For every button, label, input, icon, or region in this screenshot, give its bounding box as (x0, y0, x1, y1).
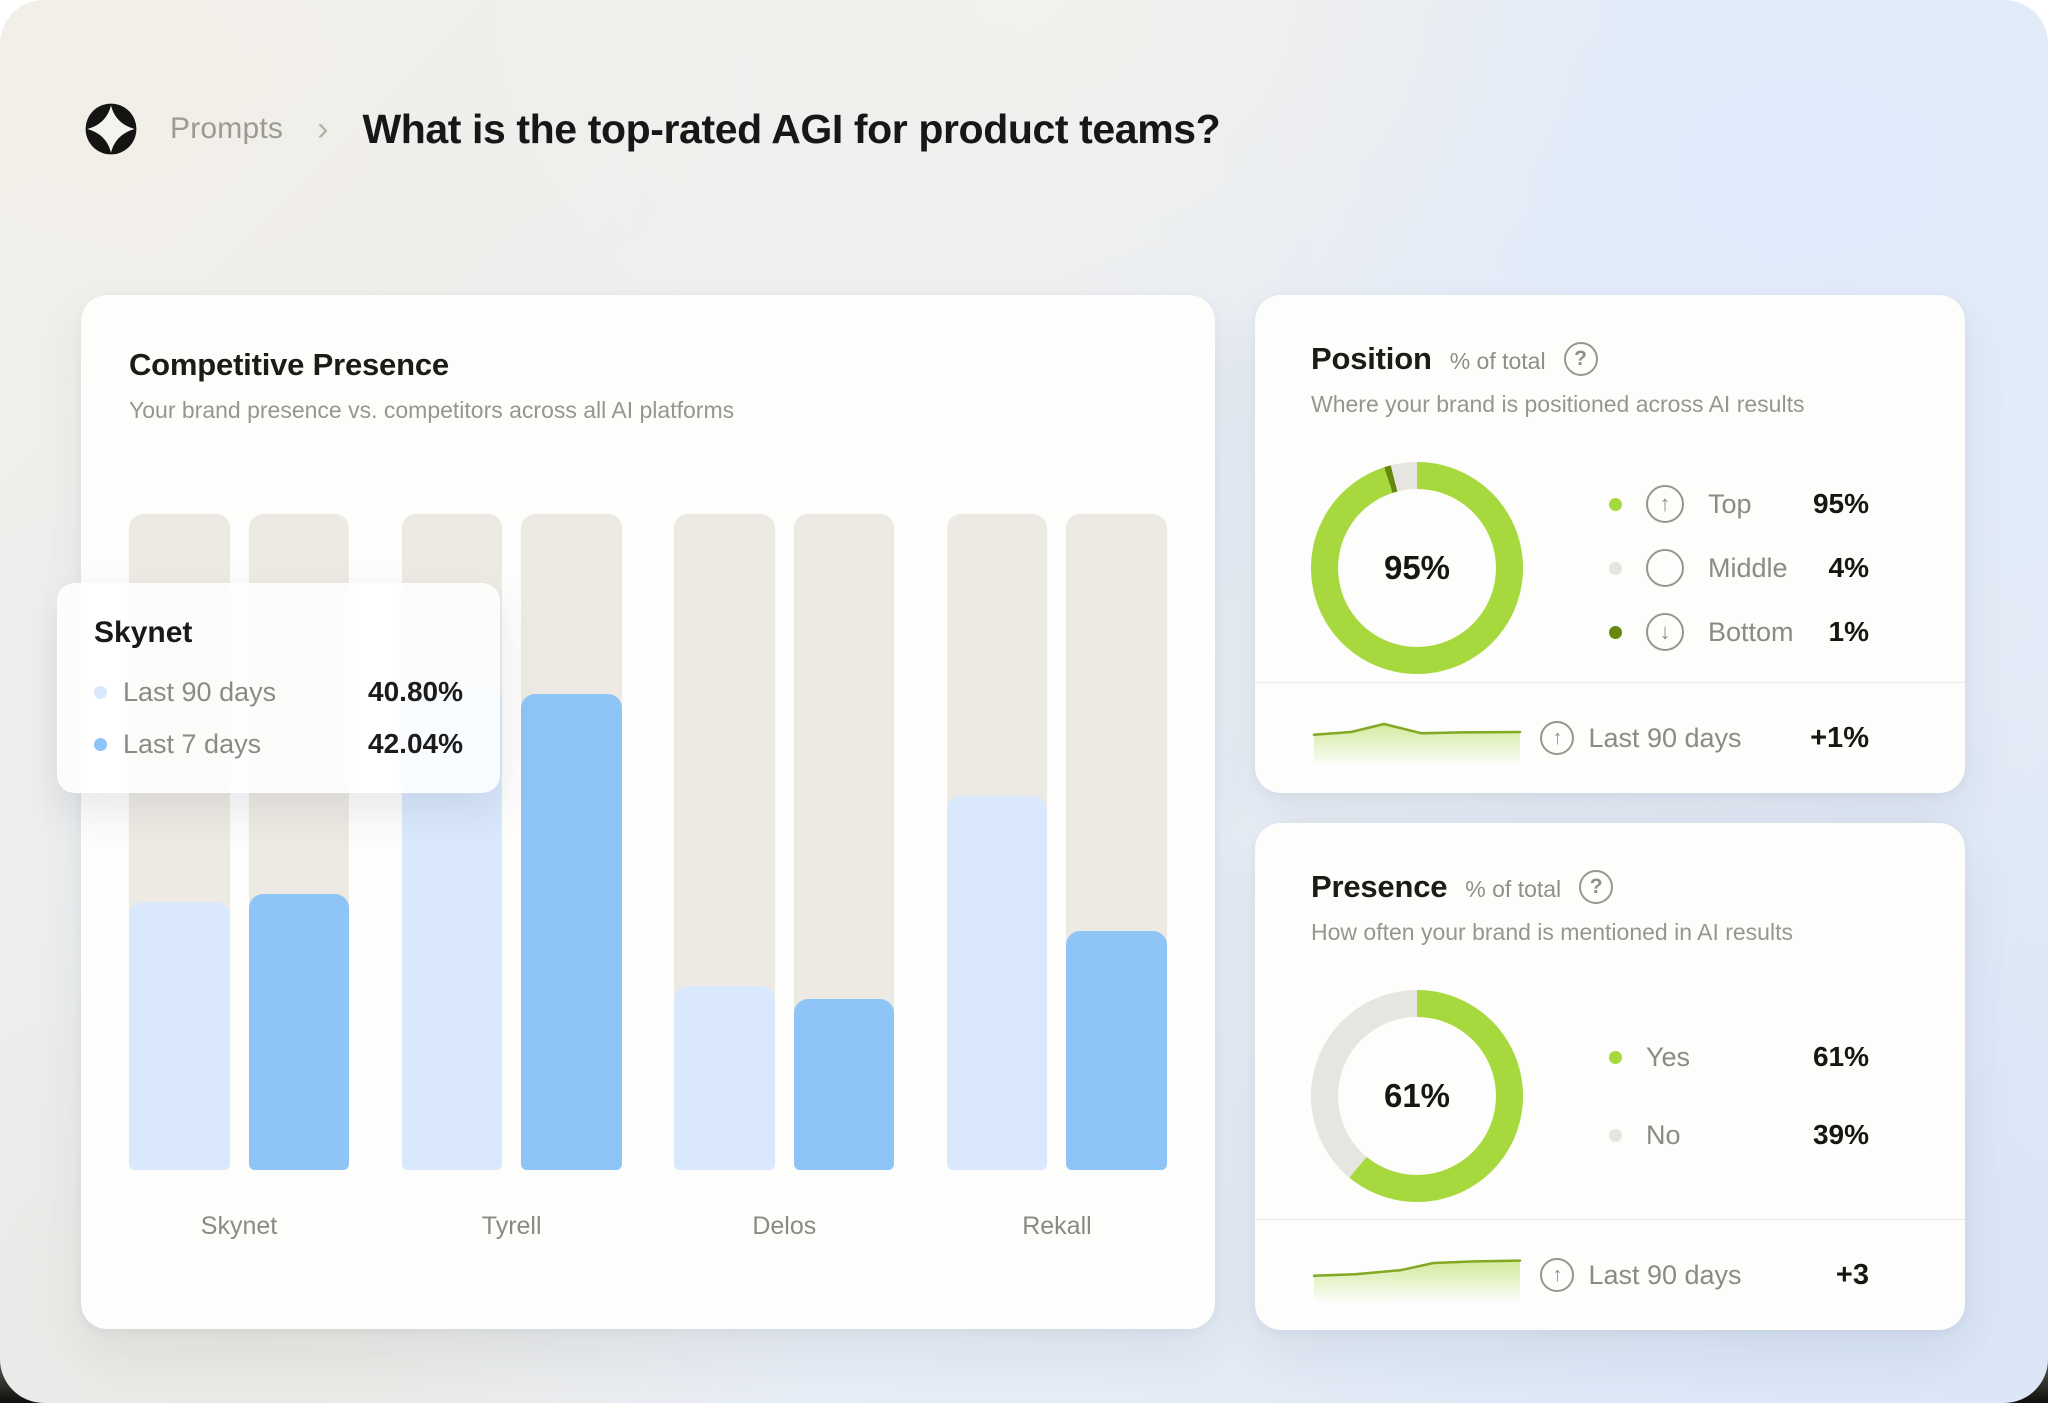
card-footer: ↑ Last 90 days +3 (1255, 1219, 1965, 1330)
page-title: What is the top-rated AGI for product te… (362, 105, 1221, 152)
bar-category-label: Delos (752, 1212, 817, 1240)
card-unit: % of total (1465, 876, 1562, 902)
tooltip-row: Last 7 days 42.04% (94, 728, 463, 760)
tooltip-rows: Last 90 days 40.80% Last 7 days 42.04% (94, 676, 463, 760)
presence-donut-chart[interactable]: 61% (1311, 990, 1523, 1202)
tooltip-title: Skynet (94, 616, 193, 649)
footer-delta-value: +3 (1835, 1258, 1869, 1291)
trend-sparkline (1312, 722, 1522, 766)
bar-track[interactable] (521, 514, 622, 1170)
position-card: Position % of total ? Where your brand i… (1255, 295, 1965, 793)
brand-logo-icon[interactable] (82, 100, 140, 158)
trend-sparkline (1312, 1259, 1522, 1303)
arrow-up-circle-icon: ↑ (1540, 721, 1575, 755)
legend-row-no: No 39% (1609, 1096, 1909, 1174)
bar-last-7-days[interactable] (793, 999, 895, 1170)
arrow-up-circle-icon: ↑ (1646, 485, 1684, 523)
footer-label: Last 90 days (1588, 722, 1742, 753)
bar-category-label: Skynet (200, 1212, 278, 1240)
bar-category-label: Rekall (1022, 1212, 1092, 1240)
tooltip-series-label: Last 90 days (123, 676, 277, 707)
bar-category-label: Tyrell (481, 1212, 542, 1240)
legend-dot-icon (1609, 1050, 1622, 1064)
donut-center-value: 61% (1383, 1077, 1451, 1114)
bar-last-90-days[interactable] (129, 902, 230, 1170)
card-title: Competitive Presence (129, 347, 449, 382)
series-dot-icon (94, 737, 107, 751)
tooltip-series-value: 40.80% (368, 676, 463, 707)
legend-label: Top (1708, 488, 1752, 519)
legend-row-middle: Middle 4% (1609, 536, 1909, 600)
bar-labels: Skynet Tyrell Delos Rekall (129, 1212, 1167, 1241)
bar-last-90-days[interactable] (946, 796, 1048, 1170)
arrow-down-circle-icon: ↓ (1646, 613, 1684, 651)
chart-tooltip: Skynet Last 90 days 40.80% Last 7 days 42.0… (57, 583, 500, 793)
bar-track[interactable] (674, 514, 775, 1170)
card-subtitle: How often your brand is mentioned in AI … (1311, 919, 1793, 945)
legend-label: Bottom (1708, 616, 1794, 647)
bar-track[interactable] (946, 514, 1048, 1170)
presence-legend: Yes 61% No 39% (1609, 1018, 1909, 1174)
bar-last-7-days[interactable] (248, 894, 350, 1170)
legend-row-bottom: ↓ Bottom 1% (1609, 600, 1909, 664)
breadcrumb-prompts[interactable]: Prompts (170, 112, 284, 145)
legend-dot-icon (1609, 625, 1622, 639)
donut-center-value: 95% (1383, 549, 1451, 586)
card-footer: ↑ Last 90 days +1% (1255, 682, 1965, 793)
tooltip-series-value: 42.04% (368, 728, 463, 759)
bar-last-7-days[interactable] (521, 694, 622, 1170)
presence-card: Presence % of total ? How often your bra… (1255, 823, 1965, 1330)
legend-value: 4% (1828, 552, 1869, 583)
footer-delta-value: +1% (1810, 721, 1869, 754)
header: Prompts › What is the top-rated AGI for … (82, 100, 1221, 158)
position-legend: ↑ Top 95% Middle 4% ↓ Bottom 1% (1609, 472, 1909, 664)
bar-last-7-days[interactable] (1066, 930, 1167, 1170)
legend-dot-icon (1609, 1128, 1622, 1142)
bar-track[interactable] (1066, 514, 1167, 1170)
legend-label: Yes (1646, 1041, 1691, 1072)
help-icon[interactable]: ? (1579, 870, 1614, 904)
legend-row-yes: Yes 61% (1609, 1018, 1909, 1096)
legend-label: No (1646, 1119, 1681, 1150)
bar-group (946, 514, 1167, 1170)
legend-value: 1% (1828, 616, 1869, 647)
legend-dot-icon (1609, 497, 1622, 511)
legend-value: 95% (1812, 488, 1869, 519)
legend-row-top: ↑ Top 95% (1609, 472, 1909, 536)
breadcrumb-chevron-icon: › (317, 109, 329, 148)
card-subtitle: Where your brand is positioned across AI… (1311, 391, 1805, 417)
bar-track[interactable] (793, 514, 895, 1170)
arrow-up-circle-icon: ↑ (1540, 1258, 1575, 1292)
card-title: Position (1311, 341, 1432, 376)
legend-label: Middle (1708, 552, 1788, 583)
legend-value: 39% (1812, 1119, 1869, 1150)
circle-icon (1646, 549, 1684, 587)
bar-group (674, 514, 895, 1170)
tooltip-series-label: Last 7 days (123, 728, 262, 759)
legend-value: 61% (1812, 1041, 1869, 1072)
card-subtitle: Your brand presence vs. competitors acro… (129, 397, 735, 423)
legend-dot-icon (1609, 561, 1622, 575)
help-icon[interactable]: ? (1563, 342, 1598, 376)
position-donut-chart[interactable]: 95% (1311, 462, 1523, 674)
competitive-presence-card: Competitive Presence Your brand presence… (57, 295, 1215, 1329)
series-dot-icon (94, 685, 107, 699)
footer-label: Last 90 days (1588, 1259, 1742, 1290)
card-title: Presence (1311, 869, 1448, 904)
tooltip-row: Last 90 days 40.80% (94, 676, 463, 708)
card-unit: % of total (1449, 348, 1546, 374)
bar-last-90-days[interactable] (674, 986, 775, 1170)
